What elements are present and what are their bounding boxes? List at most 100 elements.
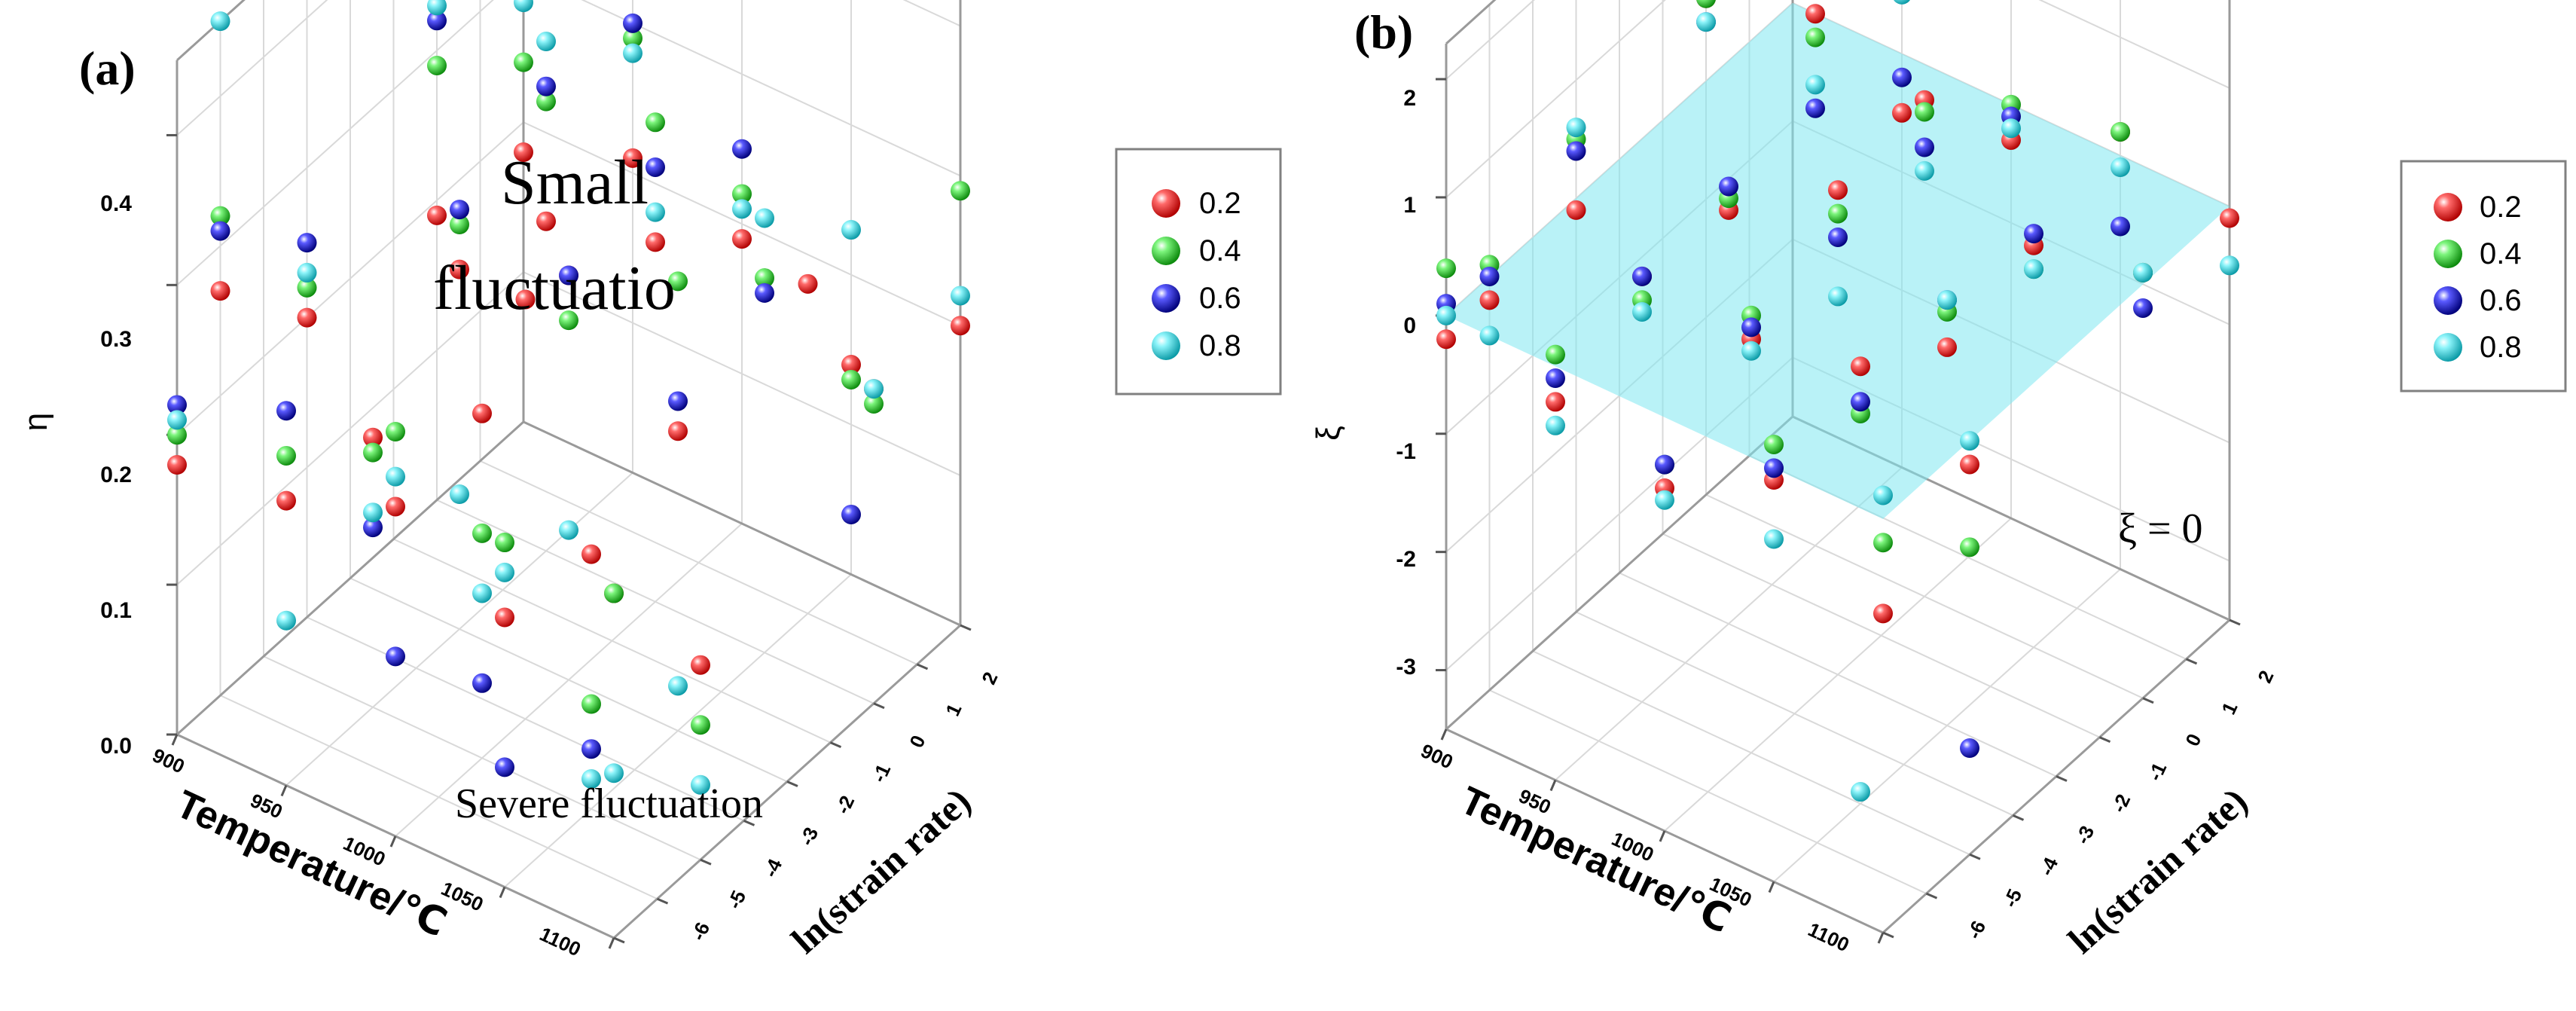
- legend-marker: [1152, 189, 1180, 218]
- y-tick-mark: [2098, 736, 2111, 744]
- y-tick-mark: [2056, 775, 2068, 782]
- x-tick-mark: [1877, 932, 1885, 944]
- data-point-series-0.6: [427, 11, 447, 31]
- y-tick-label: -4: [2034, 854, 2062, 879]
- data-point-series-0.6: [1805, 98, 1825, 118]
- floor-gridline: [1619, 572, 2057, 777]
- data-point-series-0.8: [559, 520, 578, 540]
- data-point-series-0.8: [2133, 262, 2153, 283]
- x-tick-mark: [389, 835, 397, 848]
- legend-marker: [2434, 193, 2462, 221]
- floor-gridline: [1532, 650, 1970, 856]
- z-tick-label: 0: [1403, 313, 1416, 338]
- data-point-series-0.8: [1546, 415, 1565, 435]
- data-point-series-0.8: [386, 466, 405, 487]
- back-wall-gridline: [1445, 0, 1666, 198]
- data-point-series-0.8: [167, 410, 187, 430]
- y-tick-mark: [613, 936, 625, 944]
- side-wall-gridline: [581, 0, 961, 177]
- z-tick-label: -1: [1396, 439, 1416, 464]
- data-point-series-0.6: [2133, 298, 2153, 318]
- data-point-series-0.6: [495, 757, 514, 777]
- data-point-series-0.2: [472, 403, 492, 423]
- y-tick-mark: [1969, 853, 1981, 860]
- legend-label: 0.8: [2480, 331, 2522, 364]
- panel-b-z-axis-title: ξ: [1310, 426, 1347, 441]
- data-point-series-0.4: [297, 277, 317, 298]
- data-point-series-0.6: [646, 157, 665, 177]
- data-point-series-0.6: [386, 646, 405, 667]
- data-point-series-0.6: [1479, 266, 1500, 286]
- y-tick-label: 2: [2253, 667, 2278, 686]
- data-point-series-0.2: [581, 544, 601, 564]
- data-point-series-0.6: [841, 504, 861, 524]
- y-tick-label: -1: [2143, 759, 2171, 784]
- data-point-series-0.4: [427, 55, 447, 75]
- y-tick-mark: [829, 741, 842, 749]
- data-point-series-0.8: [495, 562, 514, 582]
- data-point-series-0.4: [1764, 434, 1784, 454]
- data-point-series-0.4: [210, 206, 230, 226]
- data-point-series-0.6: [1566, 141, 1586, 161]
- y-tick-mark: [1882, 931, 1894, 939]
- data-point-series-0.6: [1960, 738, 1979, 759]
- data-point-series-0.2: [798, 273, 818, 294]
- data-point-series-0.8: [1937, 290, 1957, 310]
- y-tick-label: 0: [2181, 730, 2205, 750]
- data-point-series-0.4: [1960, 537, 1979, 557]
- data-point-series-0.2: [951, 316, 970, 336]
- y-tick-mark: [960, 624, 972, 631]
- panel-a: (a) 0.0 0.1 0.2 0.3 0.4 η 900 950 1000 1…: [17, 0, 1282, 961]
- data-point-series-0.6: [536, 76, 556, 96]
- data-point-series-0.6: [668, 391, 688, 411]
- legend-label: 0.6: [2480, 284, 2522, 317]
- y-tick-label: -1: [867, 760, 895, 786]
- data-point-series-0.6: [167, 395, 187, 415]
- data-point-series-0.2: [1436, 329, 1456, 350]
- data-point-series-0.8: [1960, 431, 1979, 451]
- panel-b-legend: 0.2 0.4 0.6 0.8: [2400, 160, 2567, 392]
- legend-label: 0.6: [1199, 282, 1241, 315]
- floor-gridline: [1705, 493, 2144, 699]
- y-tick-label: -5: [1998, 885, 2026, 911]
- data-point-series-0.8: [1764, 529, 1784, 549]
- legend-marker: [1152, 284, 1180, 313]
- data-point-series-0.2: [2220, 208, 2239, 228]
- back-wall-gridline: [176, 0, 494, 286]
- z-tick-label: -2: [1396, 547, 1416, 572]
- y-tick-mark: [873, 702, 885, 710]
- data-point-series-0.8: [297, 262, 317, 283]
- data-point-series-0.6: [450, 200, 469, 220]
- panel-b: (b) -3 -2 -1 0 1 2 ξ 900 950 1000 1050 1…: [1310, 0, 2567, 961]
- legend-marker: [2434, 240, 2462, 268]
- data-point-series-0.8: [1805, 75, 1825, 95]
- data-point-series-0.4: [1873, 533, 1893, 553]
- data-point-series-0.2: [732, 229, 752, 249]
- y-tick-label: 1: [941, 700, 966, 719]
- data-point-series-0.2: [1851, 356, 1870, 377]
- data-point-series-0.4: [386, 422, 405, 441]
- data-point-series-0.2: [495, 607, 514, 628]
- x-tick-mark: [499, 886, 506, 899]
- data-point-series-0.2: [1937, 337, 1957, 357]
- box-edge: [523, 420, 961, 627]
- back-wall-gridline: [1445, 0, 1535, 80]
- data-point-series-0.6: [472, 673, 492, 693]
- floor-gridline: [307, 616, 744, 822]
- legend-marker: [1152, 331, 1180, 360]
- legend-label: 0.2: [1199, 187, 1241, 220]
- data-point-series-0.4: [559, 310, 578, 331]
- y-tick-mark: [786, 780, 798, 787]
- y-tick-mark: [2142, 697, 2154, 704]
- data-point-series-0.4: [167, 425, 187, 445]
- y-tick-label: -3: [2071, 822, 2098, 848]
- y-tick-mark: [2229, 619, 2241, 626]
- legend-marker: [1152, 237, 1180, 265]
- floor-gridline: [436, 499, 874, 704]
- y-tick-label: -3: [795, 823, 823, 849]
- data-point-series-0.4: [1915, 102, 1934, 122]
- data-point-series-0.2: [450, 259, 469, 279]
- data-point-series-0.8: [864, 379, 884, 399]
- data-point-series-0.6: [1892, 67, 1912, 87]
- data-point-series-0.6: [1828, 227, 1848, 247]
